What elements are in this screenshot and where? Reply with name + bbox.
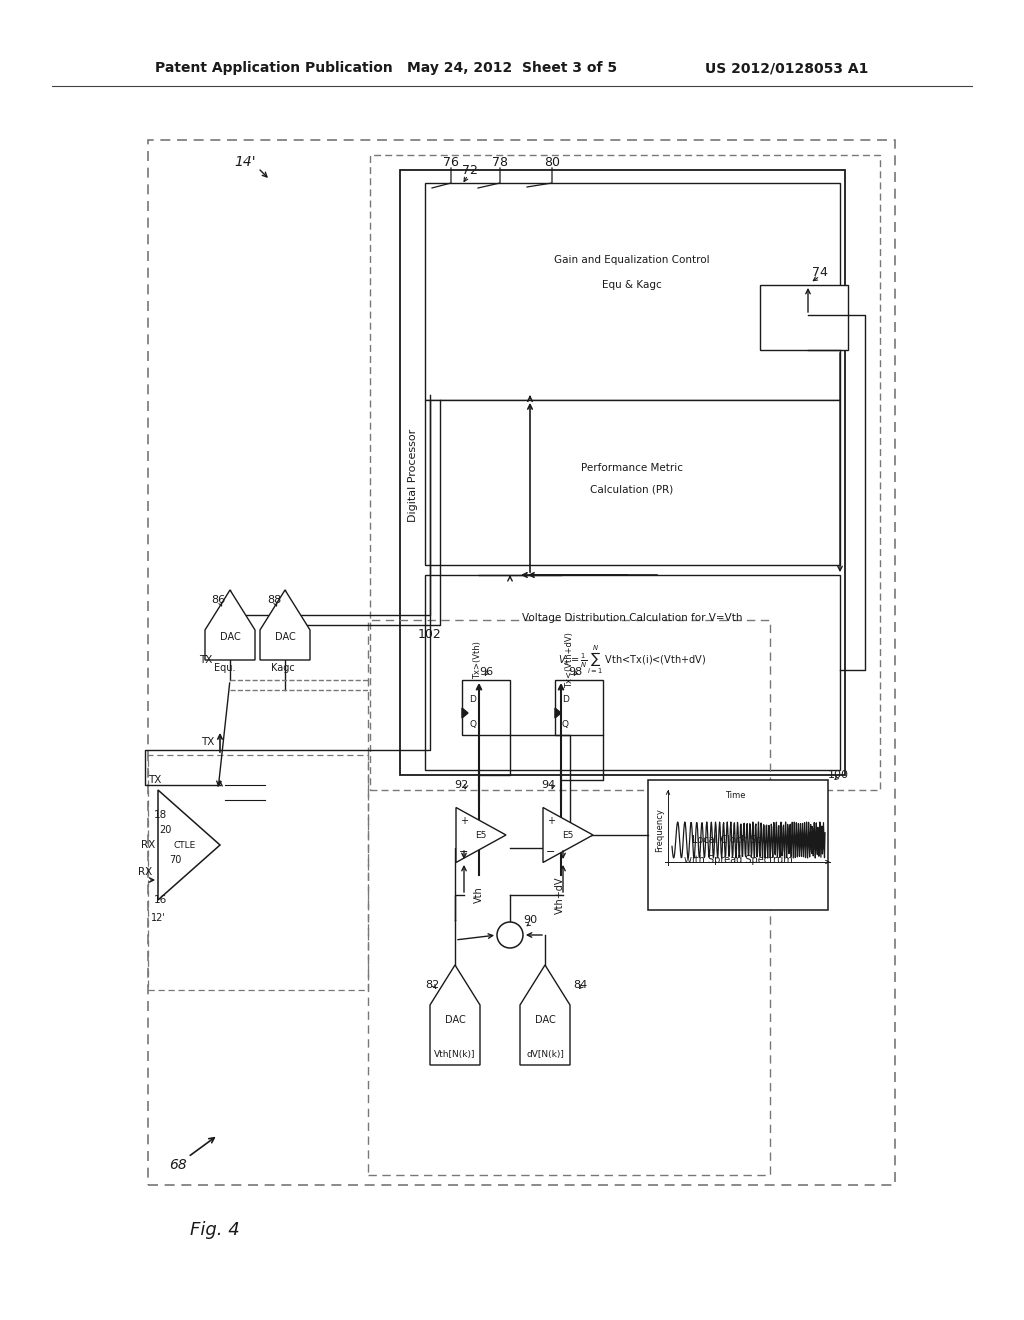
Text: −: − bbox=[547, 847, 556, 857]
Text: 90: 90 bbox=[523, 915, 537, 925]
Text: 18: 18 bbox=[154, 810, 167, 820]
Text: Tx>(Vth): Tx>(Vth) bbox=[473, 642, 482, 678]
Text: Q: Q bbox=[469, 721, 476, 730]
Text: Calculation (PR): Calculation (PR) bbox=[591, 484, 674, 495]
Text: 98: 98 bbox=[568, 667, 582, 677]
Text: 78: 78 bbox=[492, 156, 508, 169]
Text: Kagc: Kagc bbox=[271, 663, 295, 673]
Polygon shape bbox=[158, 789, 220, 900]
Text: DAC: DAC bbox=[274, 632, 295, 642]
Text: Time: Time bbox=[725, 791, 745, 800]
FancyBboxPatch shape bbox=[462, 680, 510, 735]
Text: +: + bbox=[504, 928, 516, 942]
Text: 82: 82 bbox=[425, 979, 439, 990]
Text: May 24, 2012  Sheet 3 of 5: May 24, 2012 Sheet 3 of 5 bbox=[407, 61, 617, 75]
Text: 80: 80 bbox=[544, 156, 560, 169]
Polygon shape bbox=[555, 708, 561, 718]
Text: TX: TX bbox=[200, 655, 213, 665]
Text: dV[N(k)]: dV[N(k)] bbox=[526, 1051, 564, 1060]
Text: 92: 92 bbox=[454, 780, 468, 789]
Text: DAC: DAC bbox=[444, 1015, 465, 1026]
Polygon shape bbox=[543, 808, 593, 862]
Text: Frequency: Frequency bbox=[655, 808, 665, 851]
Text: $V_k = \frac{1}{N}\sum_{i=1}^{N}$ Vth<Tx(i)<(Vth+dV): $V_k = \frac{1}{N}\sum_{i=1}^{N}$ Vth<Tx… bbox=[558, 644, 707, 676]
Text: RX: RX bbox=[141, 840, 155, 850]
Text: Q: Q bbox=[562, 721, 569, 730]
Text: 14': 14' bbox=[234, 154, 256, 169]
Text: 100: 100 bbox=[827, 770, 849, 780]
Text: 86: 86 bbox=[211, 595, 225, 605]
Text: E5: E5 bbox=[475, 830, 486, 840]
Text: 84: 84 bbox=[572, 979, 587, 990]
Text: −: − bbox=[460, 847, 469, 857]
Text: 76: 76 bbox=[443, 156, 459, 169]
FancyBboxPatch shape bbox=[425, 576, 840, 770]
FancyBboxPatch shape bbox=[425, 183, 840, 400]
Text: 16: 16 bbox=[154, 895, 167, 906]
Text: TX: TX bbox=[202, 737, 215, 747]
Text: Vth[N(k)]: Vth[N(k)] bbox=[434, 1051, 476, 1060]
Text: 94: 94 bbox=[541, 780, 555, 789]
Text: 74: 74 bbox=[812, 265, 828, 279]
Text: 72: 72 bbox=[462, 164, 478, 177]
Text: 96: 96 bbox=[479, 667, 494, 677]
FancyBboxPatch shape bbox=[425, 400, 840, 565]
Text: Digital Processor: Digital Processor bbox=[408, 429, 418, 521]
Text: 68: 68 bbox=[169, 1158, 186, 1172]
Polygon shape bbox=[456, 808, 506, 862]
Text: Voltage Distribution Calculation for V=Vth: Voltage Distribution Calculation for V=V… bbox=[522, 612, 742, 623]
Text: Equ.: Equ. bbox=[214, 663, 236, 673]
Text: +: + bbox=[547, 816, 555, 826]
Text: D: D bbox=[562, 696, 569, 705]
FancyBboxPatch shape bbox=[760, 285, 848, 350]
FancyBboxPatch shape bbox=[648, 780, 828, 909]
Text: Local Clock Source: Local Clock Source bbox=[692, 836, 783, 845]
Text: Fig. 4: Fig. 4 bbox=[190, 1221, 240, 1239]
Text: E5: E5 bbox=[562, 830, 573, 840]
Text: Gain and Equalization Control: Gain and Equalization Control bbox=[554, 255, 710, 265]
Polygon shape bbox=[205, 590, 255, 660]
Text: D: D bbox=[469, 696, 476, 705]
Polygon shape bbox=[462, 708, 468, 718]
Circle shape bbox=[497, 921, 523, 948]
Text: TX: TX bbox=[148, 775, 162, 785]
Text: CTLE: CTLE bbox=[174, 841, 197, 850]
Polygon shape bbox=[520, 965, 570, 1065]
Text: RX: RX bbox=[138, 867, 153, 876]
Text: 12': 12' bbox=[151, 913, 166, 923]
Text: 102: 102 bbox=[418, 628, 442, 642]
Text: +: + bbox=[460, 816, 468, 826]
Text: Equ & Kagc: Equ & Kagc bbox=[602, 280, 662, 290]
Text: 70: 70 bbox=[169, 855, 181, 865]
Text: Performance Metric: Performance Metric bbox=[581, 463, 683, 473]
Text: Patent Application Publication: Patent Application Publication bbox=[155, 61, 393, 75]
Text: 88: 88 bbox=[267, 595, 282, 605]
Polygon shape bbox=[260, 590, 310, 660]
Text: with Spread Spectrum: with Spread Spectrum bbox=[684, 855, 793, 865]
Text: Vth+dV: Vth+dV bbox=[555, 876, 565, 913]
Text: Vth: Vth bbox=[474, 887, 484, 903]
Text: Tx<(Vth+dV): Tx<(Vth+dV) bbox=[565, 632, 574, 688]
Text: US 2012/0128053 A1: US 2012/0128053 A1 bbox=[705, 61, 868, 75]
Text: 20: 20 bbox=[159, 825, 171, 836]
Text: DAC: DAC bbox=[219, 632, 241, 642]
Polygon shape bbox=[430, 965, 480, 1065]
FancyBboxPatch shape bbox=[555, 680, 603, 735]
Text: DAC: DAC bbox=[535, 1015, 555, 1026]
